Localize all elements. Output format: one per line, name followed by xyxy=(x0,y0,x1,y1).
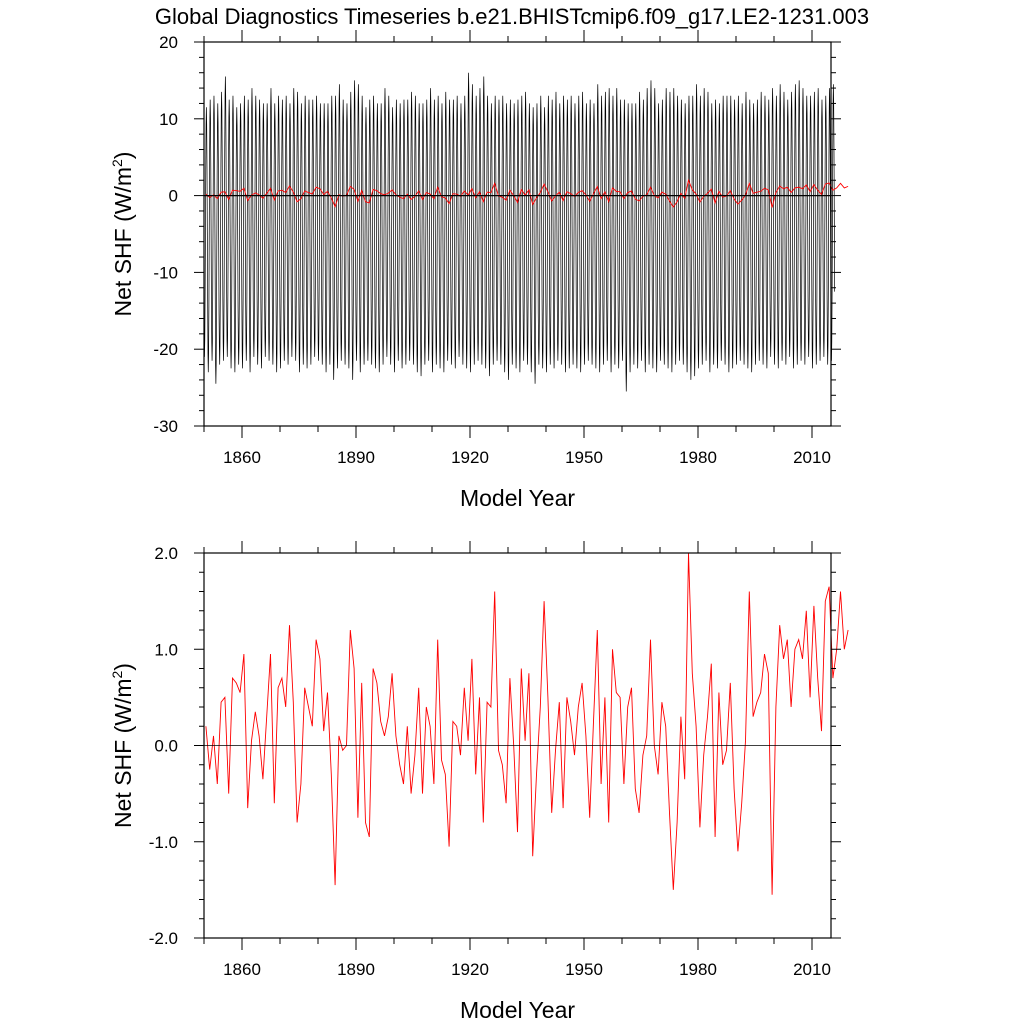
y-axis-label-bottom: Net SHF (W/m2) xyxy=(109,663,136,828)
y-tick-label: -30 xyxy=(153,417,178,436)
y-axis-label-bottom-superscript: 2 xyxy=(109,670,125,678)
y-axis-label-bottom-text: Net SHF (W/m xyxy=(110,678,136,828)
x-tick-label: 2010 xyxy=(793,448,831,467)
y-tick-label: 2.0 xyxy=(154,544,178,563)
y-axis-label-top: Net SHF (W/m2) xyxy=(109,152,136,317)
annual-series-line xyxy=(205,552,849,895)
x-tick-label: 2010 xyxy=(793,960,831,979)
annual-series-line-top xyxy=(205,178,849,209)
y-tick-label: 10 xyxy=(159,110,178,129)
annual-mean-series-top xyxy=(205,178,849,209)
annual-timeseries-panel: 1860 1890 1920 1950 1980 2010 2.0 1.0 0.0 -1.0 -2… xyxy=(109,541,849,1023)
y-tick-label: -20 xyxy=(153,340,178,359)
y-tick-label: 1.0 xyxy=(154,640,178,659)
y-tick-label: -2.0 xyxy=(149,929,178,948)
x-tick-labels-bottom: 1860 1890 1920 1950 1980 2010 xyxy=(223,960,831,979)
monthly-timeseries-panel: 1860 1890 1920 1950 1980 2010 20100-10-20-30 … xyxy=(109,30,849,511)
x-axis-label-bottom: Model Year xyxy=(460,997,575,1023)
x-tick-label: 1920 xyxy=(451,960,489,979)
x-tick-label: 1920 xyxy=(451,448,489,467)
annual-mean-series xyxy=(205,552,849,895)
x-tick-label: 1980 xyxy=(679,448,717,467)
x-tick-label: 1860 xyxy=(223,448,261,467)
y-tick-label: 20 xyxy=(159,33,178,52)
y-tick-labels-bottom: 2.0 1.0 0.0 -1.0 -2.0 xyxy=(149,544,178,948)
y-axis-label-top-superscript: 2 xyxy=(109,159,125,167)
x-tick-label: 1980 xyxy=(679,960,717,979)
y-tick-label: -1.0 xyxy=(149,833,178,852)
x-axis-label-top: Model Year xyxy=(460,485,575,511)
x-tick-label: 1950 xyxy=(565,448,603,467)
tick-marks-top xyxy=(194,30,841,438)
plot-frame-top xyxy=(203,41,832,427)
x-tick-labels-top: 1860 1890 1920 1950 1980 2010 xyxy=(223,448,831,467)
x-tick-label: 1950 xyxy=(565,960,603,979)
y-tick-label: 0 xyxy=(169,187,178,206)
chart-title: Global Diagnostics Timeseries b.e21.BHIS… xyxy=(155,4,869,29)
y-tick-labels-top: 20 10 0 -10 -20 -30 xyxy=(153,33,178,436)
y-tick-label: 0.0 xyxy=(154,737,178,756)
y-axis-label-top-close: ) xyxy=(110,152,136,160)
monthly-series xyxy=(203,72,835,392)
x-tick-label: 1890 xyxy=(337,960,375,979)
monthly-series-line xyxy=(203,72,835,392)
x-tick-label: 1860 xyxy=(223,960,261,979)
y-axis-label-bottom-close: ) xyxy=(110,663,136,671)
tick-marks-bottom xyxy=(194,541,841,950)
y-axis-label-top-text: Net SHF (W/m xyxy=(110,167,136,317)
y-tick-label: -10 xyxy=(153,263,178,282)
x-tick-label: 1890 xyxy=(337,448,375,467)
